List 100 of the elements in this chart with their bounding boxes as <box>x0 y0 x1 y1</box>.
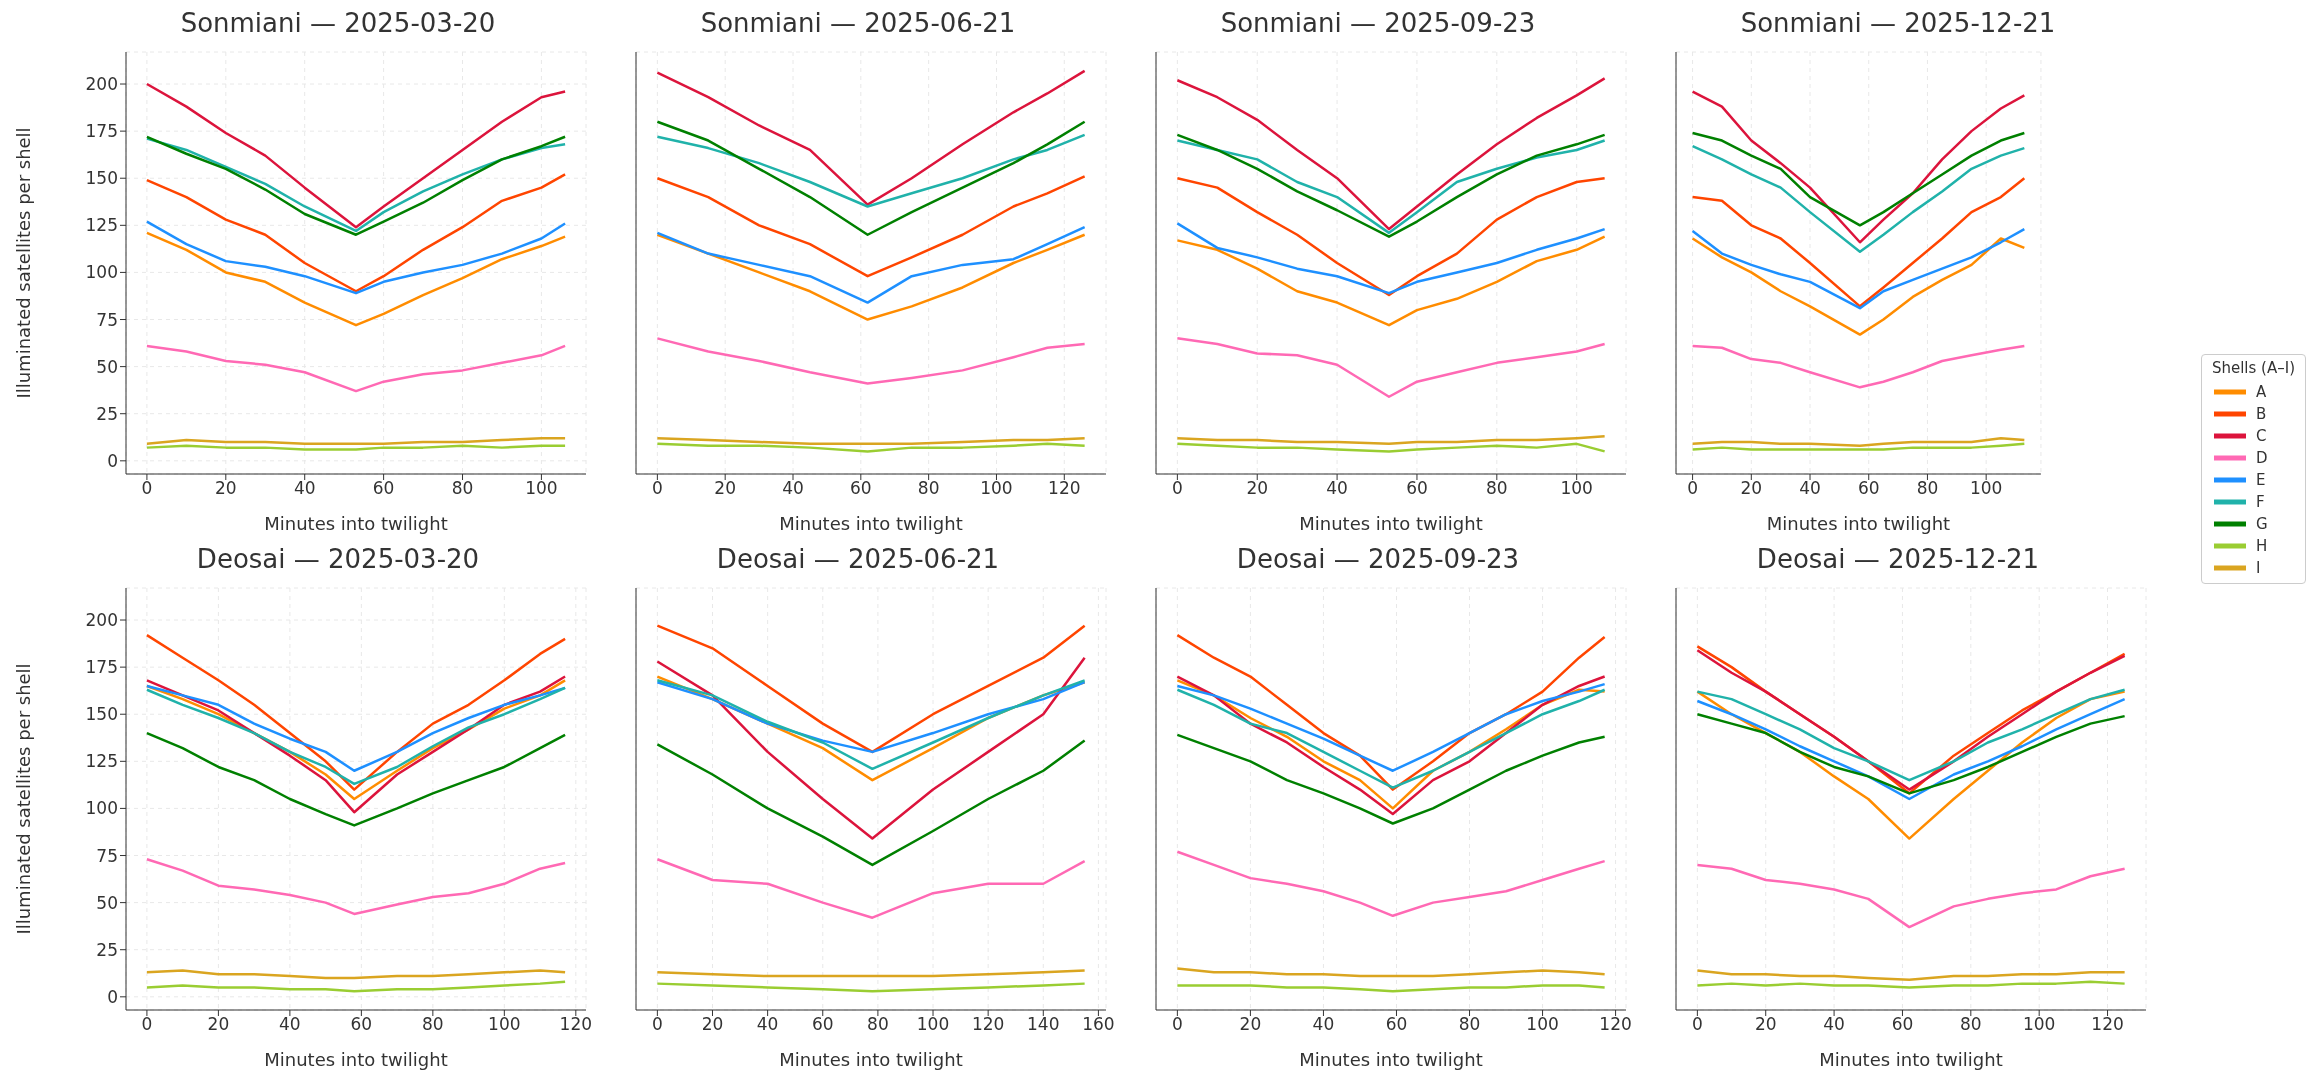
y-tick-label: 200 <box>85 610 118 631</box>
x-tick-label: 40 <box>1312 1014 1335 1035</box>
x-axis-title: Minutes into twilight <box>1299 1049 1483 1070</box>
legend-label: D <box>2255 449 2268 467</box>
x-axis-title: Minutes into twilight <box>779 1049 963 1070</box>
x-tick-label: 120 <box>1599 1014 1632 1035</box>
x-tick-label: 20 <box>207 1014 230 1035</box>
x-tick-label: 0 <box>141 478 153 499</box>
x-tick-label: 60 <box>350 1014 373 1035</box>
x-tick-label: 60 <box>1891 1014 1914 1035</box>
x-tick-label: 100 <box>488 1014 521 1035</box>
x-tick-label: 80 <box>1486 478 1508 499</box>
y-tick-label: 150 <box>85 704 118 725</box>
x-axis-title: Minutes into twilight <box>264 513 448 534</box>
x-tick-label: 100 <box>1526 1014 1559 1035</box>
x-tick-label: 80 <box>1458 1014 1481 1035</box>
x-tick-label: 0 <box>651 1014 663 1035</box>
legend-label: F <box>2255 493 2265 511</box>
chart-title: Sonmiani — 2025-03-20 <box>179 8 497 40</box>
x-tick-label: 80 <box>1960 1014 1982 1035</box>
legend-label: E <box>2255 471 2266 489</box>
legend-label: B <box>2255 405 2267 423</box>
x-tick-label: 20 <box>1239 1014 1262 1035</box>
x-tick-label: 100 <box>1969 478 2003 499</box>
chart-title: Sonmiani — 2025-06-21 <box>699 8 1017 40</box>
x-axis-title: Minutes into twilight <box>1299 513 1483 534</box>
x-tick-label: 20 <box>714 478 737 499</box>
x-tick-label: 20 <box>1246 478 1269 499</box>
y-tick-label: 50 <box>96 892 118 913</box>
x-tick-label: 80 <box>867 1014 889 1035</box>
x-tick-label: 60 <box>1857 478 1880 499</box>
x-axis-title: Minutes into twilight <box>779 513 963 534</box>
x-tick-label: 40 <box>1823 1014 1845 1035</box>
x-tick-label: 20 <box>214 478 237 499</box>
y-axis-title: Illuminated satellites per shell <box>13 127 35 399</box>
x-tick-label: 120 <box>971 1014 1005 1035</box>
y-tick-label: 0 <box>107 986 118 1007</box>
legend-label: C <box>2255 427 2267 445</box>
x-axis-title: Minutes into twilight <box>264 1049 448 1070</box>
legend-label: H <box>2255 537 2268 555</box>
x-tick-label: 0 <box>141 1014 153 1035</box>
x-tick-label: 100 <box>525 478 558 499</box>
y-tick-label: 200 <box>85 74 118 95</box>
x-tick-label: 160 <box>1082 1014 1115 1035</box>
y-tick-label: 25 <box>96 939 118 960</box>
x-tick-label: 40 <box>1326 478 1348 499</box>
x-tick-label: 0 <box>1171 478 1183 499</box>
x-tick-label: 100 <box>2022 1014 2056 1035</box>
chart-title: Deosai — 2025-03-20 <box>195 544 481 576</box>
y-axis-title: Illuminated satellites per shell <box>13 663 35 935</box>
y-tick-label: 75 <box>96 309 118 330</box>
x-tick-label: 120 <box>2091 1014 2124 1035</box>
x-tick-label: 0 <box>1171 1014 1183 1035</box>
x-tick-label: 40 <box>293 478 316 499</box>
legend-title: Shells (A–I) <box>2211 359 2295 377</box>
x-tick-label: 80 <box>1916 478 1939 499</box>
y-tick-label: 125 <box>85 751 118 772</box>
chart-title: Deosai — 2025-06-21 <box>715 544 1001 576</box>
y-tick-label: 150 <box>85 168 118 189</box>
chart-title: Sonmiani — 2025-09-23 <box>1219 8 1537 40</box>
y-tick-label: 50 <box>96 356 118 377</box>
x-axis-title: Minutes into twilight <box>1819 1049 2003 1070</box>
x-axis-title: Minutes into twilight <box>1766 513 1951 534</box>
y-tick-label: 175 <box>85 121 118 142</box>
chart-title: Sonmiani — 2025-12-21 <box>1739 8 2057 40</box>
x-tick-label: 60 <box>1406 478 1428 499</box>
legend-label: I <box>2255 559 2261 577</box>
chart-title: Deosai — 2025-09-23 <box>1235 544 1521 576</box>
x-tick-label: 20 <box>701 1014 724 1035</box>
x-tick-label: 60 <box>1385 1014 1408 1035</box>
x-tick-label: 100 <box>916 1014 950 1035</box>
x-tick-label: 40 <box>279 1014 301 1035</box>
x-tick-label: 60 <box>850 478 872 499</box>
x-tick-label: 20 <box>1740 478 1763 499</box>
x-tick-label: 40 <box>756 1014 779 1035</box>
legend-label: A <box>2255 383 2267 401</box>
x-tick-label: 40 <box>1799 478 1821 499</box>
x-tick-label: 80 <box>422 1014 444 1035</box>
x-tick-label: 120 <box>1048 478 1081 499</box>
chart-title: Deosai — 2025-12-21 <box>1755 544 2041 576</box>
y-tick-label: 25 <box>96 403 118 424</box>
x-tick-label: 0 <box>651 478 663 499</box>
y-tick-label: 125 <box>85 215 118 236</box>
y-tick-label: 100 <box>85 262 118 283</box>
y-tick-label: 0 <box>107 450 118 471</box>
y-tick-label: 100 <box>85 798 118 819</box>
legend-label: G <box>2255 515 2268 533</box>
y-tick-label: 175 <box>85 657 118 678</box>
x-tick-label: 100 <box>980 478 1013 499</box>
x-tick-label: 0 <box>1687 478 1698 499</box>
x-tick-label: 80 <box>451 478 474 499</box>
x-tick-label: 80 <box>917 478 940 499</box>
x-tick-label: 20 <box>1754 1014 1777 1035</box>
x-tick-label: 40 <box>782 478 804 499</box>
x-tick-label: 140 <box>1027 1014 1060 1035</box>
x-tick-label: 60 <box>811 1014 834 1035</box>
x-tick-label: 100 <box>1560 478 1593 499</box>
x-tick-label: 60 <box>372 478 395 499</box>
x-tick-label: 0 <box>1691 1014 1703 1035</box>
x-tick-label: 120 <box>559 1014 593 1035</box>
